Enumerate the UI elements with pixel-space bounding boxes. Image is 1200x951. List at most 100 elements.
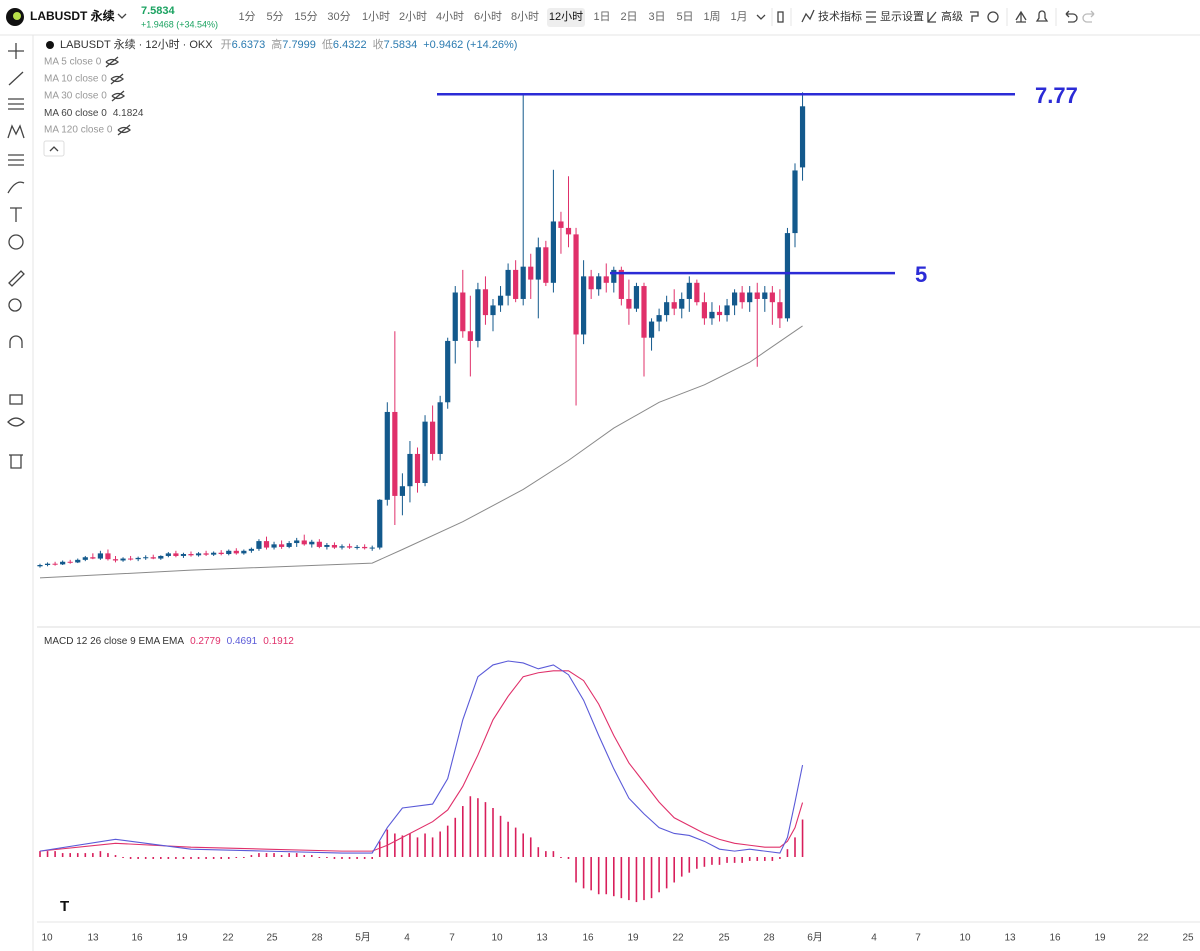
candle-body bbox=[792, 170, 798, 234]
magnet-tool[interactable] bbox=[9, 335, 23, 348]
hidden-eye[interactable] bbox=[117, 124, 132, 136]
interval-button[interactable]: 1小时 bbox=[362, 10, 390, 23]
legend-title: LABUSDT 永续 · 12小时 · OKX bbox=[60, 37, 213, 51]
candle-type-icon[interactable] bbox=[777, 11, 784, 23]
candle-body bbox=[60, 561, 66, 565]
fib-tool[interactable] bbox=[8, 98, 24, 110]
candle-body bbox=[664, 302, 670, 316]
candle-body bbox=[362, 546, 368, 549]
candle-body bbox=[565, 227, 572, 235]
candle-body bbox=[445, 340, 451, 403]
interval-button[interactable]: 1月 bbox=[730, 11, 747, 23]
candle-body bbox=[90, 557, 96, 559]
candle-body bbox=[331, 544, 338, 548]
x-tick-label: 10 bbox=[41, 933, 53, 944]
ma-label: MA 60 close 0 4.1824 bbox=[44, 108, 144, 119]
text-tool[interactable] bbox=[10, 207, 22, 222]
interval-button[interactable]: 2日 bbox=[620, 11, 637, 23]
candle-body bbox=[294, 540, 300, 544]
alert-icon[interactable] bbox=[1035, 10, 1049, 22]
emoji-tool[interactable] bbox=[8, 234, 24, 250]
candle-body bbox=[588, 276, 594, 290]
legend-icon bbox=[46, 41, 54, 49]
redo-icon[interactable] bbox=[1082, 10, 1095, 23]
candle-body bbox=[656, 315, 662, 322]
candle-body bbox=[211, 552, 217, 555]
advanced-button[interactable]: 高级 bbox=[941, 9, 963, 23]
close-value: 7.5834 bbox=[384, 39, 418, 51]
candle-body bbox=[641, 286, 647, 338]
candle-body bbox=[490, 305, 496, 316]
candle-body bbox=[112, 559, 119, 561]
ma-label: MA 5 close 0 bbox=[44, 57, 102, 68]
candle-body bbox=[799, 106, 806, 168]
interval-button[interactable]: 5分 bbox=[266, 10, 283, 23]
x-tick-label: 6月 bbox=[807, 932, 823, 944]
interval-button[interactable]: 5日 bbox=[676, 11, 693, 23]
candle-body bbox=[384, 411, 390, 500]
symbol-chevron[interactable] bbox=[117, 13, 127, 19]
candle-body bbox=[82, 557, 88, 560]
collapse-legend[interactable] bbox=[43, 140, 65, 157]
ma-label: MA 10 close 0 bbox=[44, 74, 107, 85]
candle-body bbox=[648, 321, 655, 338]
symbol-icon-dot bbox=[13, 12, 21, 20]
interval-button[interactable]: 12小时 bbox=[549, 10, 583, 23]
interval-button[interactable]: 15分 bbox=[294, 10, 317, 23]
settings-icon[interactable] bbox=[866, 11, 876, 23]
advanced-icon[interactable] bbox=[927, 11, 937, 23]
candle-body bbox=[165, 553, 171, 556]
candle-body bbox=[422, 421, 428, 483]
brush-tool[interactable] bbox=[7, 181, 25, 194]
trendline-tool[interactable] bbox=[8, 71, 24, 86]
tv-logo: T bbox=[60, 898, 69, 915]
hidden-eye[interactable] bbox=[111, 90, 126, 102]
interval-button[interactable]: 1分 bbox=[238, 10, 255, 23]
hidden-eye[interactable] bbox=[110, 73, 125, 85]
visibility-tool[interactable] bbox=[7, 417, 25, 427]
candle-body bbox=[226, 550, 232, 555]
candle-body bbox=[399, 486, 405, 496]
undo-icon[interactable] bbox=[1065, 10, 1078, 23]
indicators-button[interactable]: 技术指标 bbox=[818, 9, 862, 23]
x-tick-label: 4 bbox=[871, 933, 877, 944]
candle-body bbox=[173, 553, 179, 556]
zoom-tool[interactable] bbox=[8, 298, 22, 312]
interval-button[interactable]: 6小时 bbox=[474, 10, 502, 23]
delete-tool[interactable] bbox=[9, 454, 23, 469]
display-settings-button[interactable]: 显示设置 bbox=[880, 10, 924, 23]
interval-button[interactable]: 3日 bbox=[648, 11, 665, 23]
macd-line bbox=[39, 670, 804, 852]
open-value: 6.6373 bbox=[232, 39, 266, 51]
x-tick-label: 25 bbox=[1182, 933, 1194, 944]
compare-icon[interactable] bbox=[1015, 10, 1027, 23]
candle-body bbox=[218, 552, 224, 555]
gear-icon[interactable] bbox=[987, 11, 999, 23]
forecast-tool[interactable] bbox=[8, 154, 24, 166]
interval-button[interactable]: 30分 bbox=[327, 10, 350, 23]
indicator-icon[interactable] bbox=[801, 9, 815, 23]
candle-body bbox=[143, 557, 149, 559]
interval-button[interactable]: 1日 bbox=[593, 11, 610, 23]
candle-body bbox=[75, 559, 81, 563]
candle-body bbox=[452, 292, 458, 341]
pattern-tool[interactable] bbox=[7, 124, 25, 139]
candle-body bbox=[747, 292, 753, 303]
candle-body bbox=[316, 541, 322, 547]
candle-body bbox=[120, 558, 126, 561]
more-intervals[interactable] bbox=[756, 14, 766, 20]
candle-body bbox=[558, 221, 564, 228]
candle-body bbox=[520, 266, 526, 299]
symbol[interactable]: LABUSDT 永续 bbox=[30, 8, 115, 23]
lock-tool[interactable] bbox=[9, 394, 23, 405]
ruler-tool[interactable] bbox=[8, 270, 25, 287]
interval-button[interactable]: 8小时 bbox=[511, 10, 539, 23]
interval-button[interactable]: 4小时 bbox=[436, 10, 464, 23]
interval-button[interactable]: 2小时 bbox=[399, 10, 427, 23]
x-tick-label: 13 bbox=[1004, 933, 1016, 944]
interval-button[interactable]: 1周 bbox=[703, 10, 720, 23]
template-icon[interactable] bbox=[970, 11, 979, 22]
hidden-eye[interactable] bbox=[105, 56, 120, 68]
candle-body bbox=[339, 546, 345, 548]
crosshair-tool[interactable] bbox=[8, 43, 24, 59]
